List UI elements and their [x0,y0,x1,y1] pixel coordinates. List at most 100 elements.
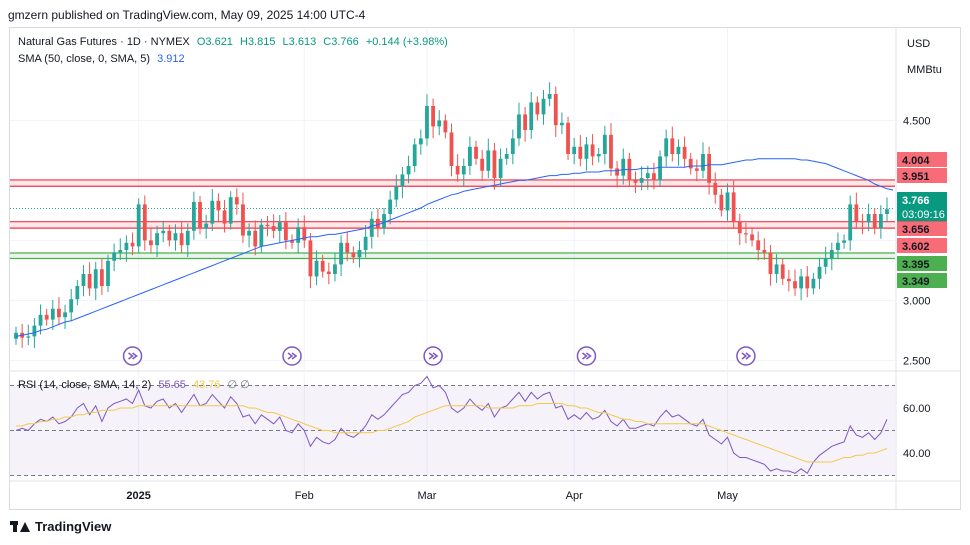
candle-body [234,197,239,205]
candle-body [486,150,491,171]
candle-body [290,240,294,243]
candle-body [793,281,797,289]
candle-body [578,146,583,159]
time-axis-label: Apr [566,490,583,502]
sma-value: 3.912 [157,53,185,65]
candle-body [523,114,528,130]
price-tick-label: 3.000 [903,295,931,307]
candle-body [57,308,61,318]
price-label: 3.395 [902,259,930,271]
candle-body [265,224,270,226]
candle-body [719,194,724,211]
candle-body [118,250,123,253]
candle-body [885,209,889,214]
candle-body [541,98,546,115]
candle-body [756,240,761,250]
event-marker-icon [287,352,298,360]
candle-body [106,260,110,286]
candle-body [363,236,368,250]
candle-body [112,252,117,261]
candle-body [241,204,245,236]
currency-label: USD [907,38,930,50]
candle-body [621,158,626,176]
candle-body [136,204,141,247]
event-marker-icon [741,352,752,360]
candle-body [345,242,350,253]
price-change: +0.144 (+3.98%) [365,36,448,48]
candle-body [829,250,834,259]
resistance-zone [10,221,895,229]
rsi-sma-line [16,403,888,463]
sma-label: SMA (50, close, 0, SMA, 5) [18,53,151,65]
candle-body [848,204,853,241]
candle-body [553,94,558,126]
candle-body [437,120,442,127]
candle-body [369,218,374,237]
price-label-bg [897,152,947,167]
candle-body [191,202,196,231]
candle-body [394,186,399,200]
time-axis-label: Mar [417,490,436,502]
candle-body [670,138,675,154]
candle-body [762,250,767,253]
event-marker-icon [428,352,439,360]
candle-body [713,182,718,195]
candle-body [596,154,601,157]
candle-body [185,230,190,246]
rsi-line [15,375,888,475]
candle-body [179,233,184,246]
candle-body [155,233,159,246]
candle-body [63,312,67,318]
candle-body [149,240,153,246]
candle-body [817,266,822,279]
candle-body [602,134,607,154]
candle-body [461,166,466,175]
candle-body [161,230,166,234]
time-axis-label: Feb [295,490,314,502]
candle-body [375,218,380,229]
ohlc-high: H3.815 [240,36,276,48]
candle-body [737,221,742,234]
candle-body [210,200,215,224]
price-label: 3.656 [902,224,930,236]
candle-body [32,325,37,337]
candle-body [768,252,773,274]
time-axis-label: 2025 [126,490,150,502]
sma-legend: SMA (50, close, 0, SMA, 5) 3.912 [18,53,189,65]
candle-body [645,173,650,178]
candle-body [26,336,31,338]
rsi-extra: ∅ ∅ [227,379,250,391]
price-label: 3.766 [902,195,930,207]
candle-body [474,146,478,159]
candle-body [198,202,202,229]
candle-body [308,240,313,277]
candle-body [167,230,172,241]
candle-body [314,260,319,277]
candle-body [253,230,258,247]
candle-body [615,168,620,176]
candle-body [633,180,638,183]
candle-body [400,174,405,187]
candle-body [388,199,393,214]
candle-body [676,146,681,154]
candle-body [99,269,104,286]
candle-body [443,120,448,133]
candle-body [872,214,877,229]
support-zone [10,253,895,259]
bar-countdown: 03:09:16 [902,209,945,221]
rsi-sma-value: 43.76 [192,379,221,391]
candle-body [412,144,417,166]
candle-body [480,158,485,171]
candle-body [75,286,80,300]
candle-body [351,252,356,258]
candle-body [492,150,497,178]
candle-body [860,221,865,223]
candle-body [498,158,503,178]
time-axis-label: May [717,490,738,502]
footer-brand[interactable]: TradingView [10,519,111,534]
price-label-bg [897,168,947,183]
candle-body [431,106,436,127]
candle-body [44,314,49,320]
publish-attribution: gmzern published on TradingView.com, May… [8,8,366,22]
